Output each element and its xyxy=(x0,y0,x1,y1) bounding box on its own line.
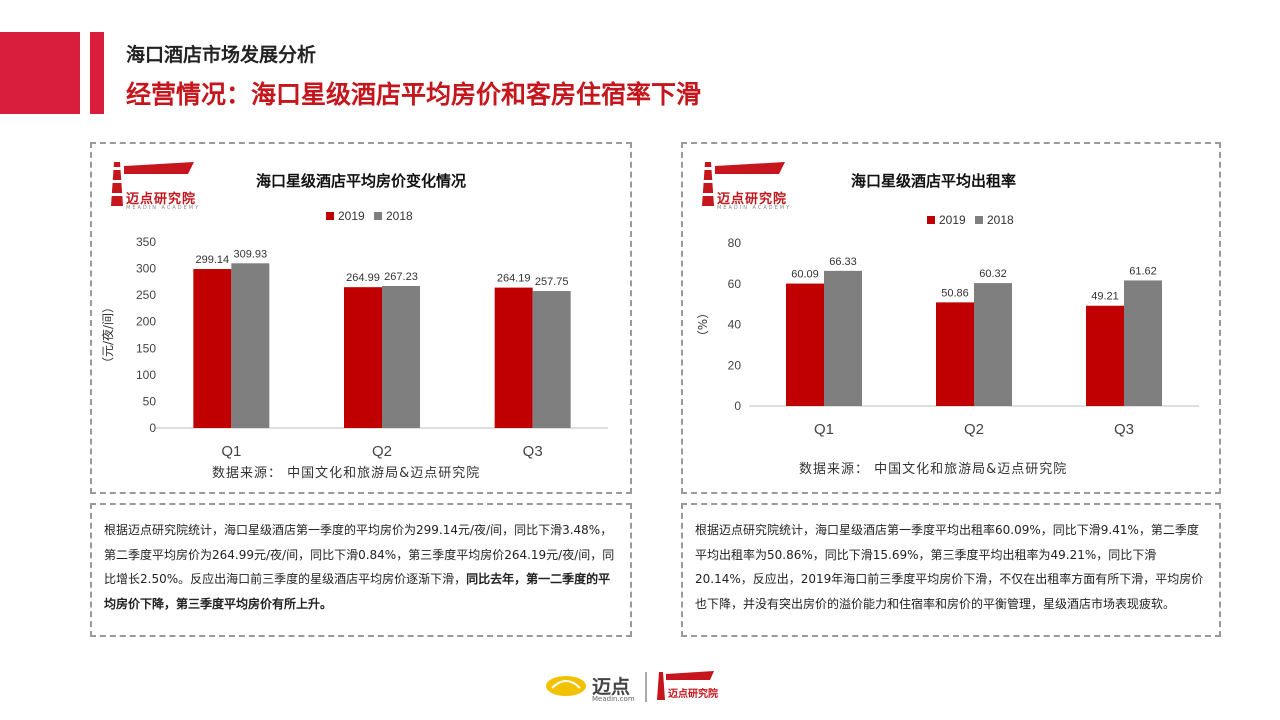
lighthouse-icon xyxy=(657,672,665,700)
occupancy-chart-panel: 迈点研究院 MEADIN ACADEMY 海口星级酒店平均出租率 2019 201… xyxy=(681,142,1221,494)
price-analysis-text: 根据迈点研究院统计，海口星级酒店第一季度的平均房价为299.14元/夜/间，同比… xyxy=(104,518,620,616)
price-chart-title: 海口星级酒店平均房价变化情况 xyxy=(256,172,467,190)
occupancy-bar-chart: 2019 2018 0 20 40 60 80 （%） 60.09 66.33 Q1 50.86 60.… xyxy=(696,213,1199,438)
legend-swatch-2019 xyxy=(326,212,334,220)
bar-2018-Q1 xyxy=(824,270,862,406)
data-label-2018-Q2: 60.32 xyxy=(979,268,1007,280)
y-tick-label: 80 xyxy=(728,236,742,250)
x-tick-label: Q1 xyxy=(814,421,834,438)
price-analysis-bold: 同比去年，第一二季度的平均房价下降，第三季度平均房价有所上升。 xyxy=(104,572,611,611)
y-tick-label: 0 xyxy=(149,421,156,435)
y-tick-label: 250 xyxy=(136,288,156,302)
x-tick-label: Q2 xyxy=(372,443,392,460)
bar-2018-Q2 xyxy=(974,283,1012,406)
y-tick-label: 60 xyxy=(728,277,742,291)
y-axis-label: （%） xyxy=(696,307,710,342)
y-tick-label: 300 xyxy=(136,262,156,276)
legend-swatch-2019 xyxy=(927,216,935,224)
logo-english: MEADIN ACADEMY xyxy=(126,205,201,211)
occupancy-chart-source: 数据来源： 中国文化和旅游局&迈点研究院 xyxy=(799,462,1068,477)
bar-2019-Q2 xyxy=(344,287,382,428)
footer-meadin-url: Meadin.com xyxy=(592,695,635,703)
logo-name: 迈点研究院 xyxy=(126,192,197,207)
lighthouse-icon xyxy=(111,162,194,206)
y-tick-label: 350 xyxy=(136,235,156,249)
logo-name: 迈点研究院 xyxy=(717,192,788,207)
legend-swatch-2018 xyxy=(975,216,983,224)
y-tick-label: 50 xyxy=(143,394,157,408)
occupancy-analysis-panel: 根据迈点研究院统计，海口星级酒店第一季度平均出租率60.09%，同比下滑9.41… xyxy=(681,503,1221,637)
bar-2019-Q3 xyxy=(1086,305,1124,406)
x-tick-label: Q3 xyxy=(1114,421,1134,438)
occupancy-analysis-text: 根据迈点研究院统计，海口星级酒店第一季度平均出租率60.09%，同比下滑9.41… xyxy=(695,523,1204,611)
footer-meadin-name: 迈点 xyxy=(592,676,631,698)
bar-2018-Q1 xyxy=(231,263,270,428)
bar-2019-Q1 xyxy=(786,283,824,406)
bar-2019-Q2 xyxy=(936,302,974,406)
data-label-2019-Q2: 50.86 xyxy=(941,287,969,299)
footer-academy-name: 迈点研究院 xyxy=(668,689,718,700)
x-tick-label: Q2 xyxy=(964,421,984,438)
data-label-2018-Q1: 309.93 xyxy=(234,248,268,260)
logo-english: MEADIN ACADEMY xyxy=(717,205,792,211)
page-title: 海口酒店市场发展分析 xyxy=(126,44,317,66)
page-subtitle: 经营情况：海口星级酒店平均房价和客房住宿率下滑 xyxy=(126,80,702,109)
legend-label-2018: 2018 xyxy=(987,213,1014,227)
bar-2019-Q3 xyxy=(494,287,533,428)
x-tick-label: Q3 xyxy=(523,443,543,460)
lighthouse-icon xyxy=(702,162,785,206)
y-tick-label: 200 xyxy=(136,315,156,329)
data-label-2018-Q2: 267.23 xyxy=(384,271,418,283)
header-accent-bar xyxy=(90,32,104,114)
bar-2018-Q3 xyxy=(532,291,571,428)
meadin-academy-logo: 迈点研究院 MEADIN ACADEMY xyxy=(104,158,198,214)
occupancy-chart-title: 海口星级酒店平均出租率 xyxy=(851,172,1017,190)
meadin-emblem-icon xyxy=(546,676,586,696)
footer-graphics xyxy=(546,671,714,702)
data-label-2018-Q1: 66.33 xyxy=(829,256,857,268)
price-bar-chart: 2019 2018 0 50 100 150 200 250 300 350 （元/夜/间） 299.… xyxy=(100,209,608,460)
y-tick-label: 20 xyxy=(728,358,742,372)
legend-label-2019: 2019 xyxy=(338,209,365,223)
data-label-2018-Q3: 257.75 xyxy=(535,276,569,288)
x-tick-label: Q1 xyxy=(221,443,241,460)
bar-2019-Q1 xyxy=(193,269,232,428)
legend-swatch-2018 xyxy=(374,212,382,220)
price-chart-panel: 迈点研究院 MEADIN ACADEMY 海口星级酒店平均房价变化情况 2019… xyxy=(90,142,632,494)
footer-logos: 迈点 Meadin.com 迈点研究院 xyxy=(544,668,724,708)
price-analysis-normal: 根据迈点研究院统计，海口星级酒店第一季度的平均房价为299.14元/夜/间，同比… xyxy=(104,523,615,586)
bar-2018-Q2 xyxy=(382,285,420,428)
y-axis-label: （元/夜/间） xyxy=(100,301,115,369)
data-label-2019-Q1: 299.14 xyxy=(196,254,230,266)
data-label-2019-Q1: 60.09 xyxy=(791,269,819,281)
legend-label-2019: 2019 xyxy=(939,213,966,227)
data-label-2018-Q3: 61.62 xyxy=(1129,265,1157,277)
meadin-academy-logo: 迈点研究院 MEADIN ACADEMY xyxy=(695,158,789,214)
header-accent-block xyxy=(0,32,80,114)
data-label-2019-Q3: 49.21 xyxy=(1091,291,1119,303)
legend-label-2018: 2018 xyxy=(386,209,413,223)
y-tick-label: 150 xyxy=(136,341,156,355)
y-tick-label: 100 xyxy=(136,368,156,382)
y-tick-label: 0 xyxy=(734,399,741,413)
data-label-2019-Q2: 264.99 xyxy=(346,272,380,284)
data-label-2019-Q3: 264.19 xyxy=(497,273,531,285)
price-analysis-panel: 根据迈点研究院统计，海口星级酒店第一季度的平均房价为299.14元/夜/间，同比… xyxy=(90,503,632,637)
y-tick-label: 40 xyxy=(728,318,742,332)
price-chart-source: 数据来源： 中国文化和旅游局&迈点研究院 xyxy=(212,466,481,481)
bar-2018-Q3 xyxy=(1124,280,1162,406)
